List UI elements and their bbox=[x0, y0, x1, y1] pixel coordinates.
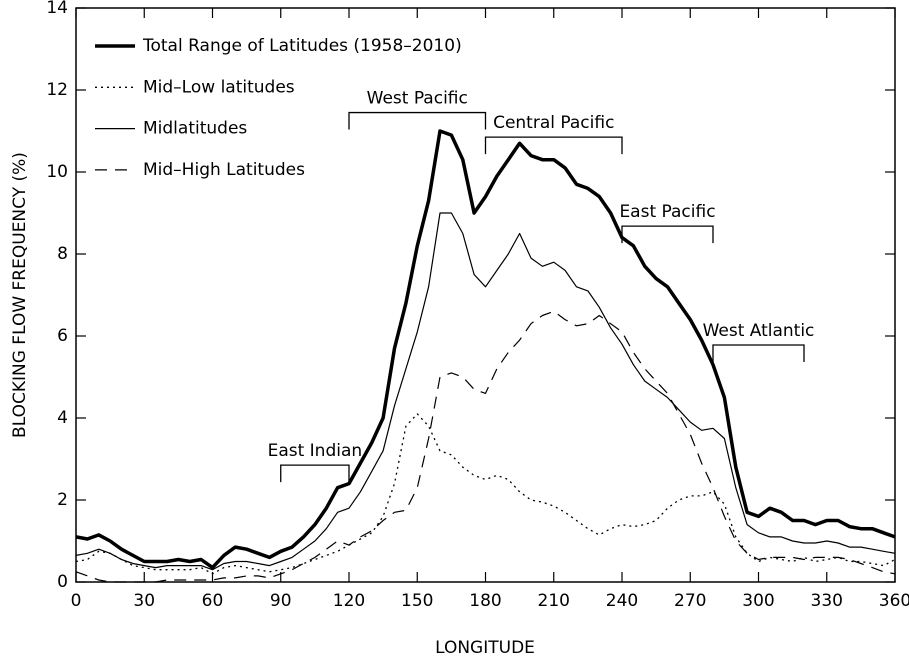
y-tick-label: 14 bbox=[46, 0, 68, 18]
x-tick-label: 0 bbox=[71, 591, 82, 611]
series-line bbox=[75, 413, 896, 575]
x-tick-label: 90 bbox=[270, 591, 292, 611]
x-tick-label: 240 bbox=[606, 591, 638, 611]
y-tick-label: 10 bbox=[46, 162, 68, 182]
series-line bbox=[75, 129, 896, 570]
region-bracket bbox=[280, 464, 350, 483]
x-tick-label: 60 bbox=[202, 591, 224, 611]
region-label: West Atlantic bbox=[703, 321, 815, 341]
region-bracket bbox=[712, 344, 805, 363]
y-tick-label: 6 bbox=[57, 326, 68, 346]
x-tick-label: 120 bbox=[333, 591, 365, 611]
y-axis-label: BLOCKING FLOW FREQUENCY (%) bbox=[10, 152, 30, 438]
x-tick-label: 180 bbox=[469, 591, 501, 611]
y-tick-label: 0 bbox=[57, 572, 68, 592]
legend-label: Midlatitudes bbox=[143, 119, 247, 139]
x-tick-label: 330 bbox=[811, 591, 843, 611]
legend-label: Total Range of Latitudes (1958–2010) bbox=[142, 36, 462, 56]
region-label: Central Pacific bbox=[493, 113, 614, 133]
y-tick-label: 8 bbox=[57, 244, 68, 264]
x-tick-label: 360 bbox=[879, 591, 909, 611]
region-bracket bbox=[621, 225, 714, 244]
region-bracket bbox=[348, 111, 487, 130]
x-tick-label: 270 bbox=[674, 591, 706, 611]
region-bracket bbox=[484, 136, 623, 155]
y-tick-label: 2 bbox=[57, 490, 68, 510]
region-label: West Pacific bbox=[367, 89, 468, 109]
series-line bbox=[75, 310, 896, 583]
x-tick-label: 150 bbox=[401, 591, 433, 611]
x-tick-label: 210 bbox=[538, 591, 570, 611]
series-line bbox=[75, 212, 896, 571]
y-tick-label: 4 bbox=[57, 408, 68, 428]
region-label: East Pacific bbox=[619, 202, 715, 222]
x-axis-label: LONGITUDE bbox=[435, 638, 535, 658]
region-label: East Indian bbox=[268, 441, 363, 461]
legend-label: Mid–Low latitudes bbox=[143, 77, 295, 97]
x-tick-label: 30 bbox=[133, 591, 155, 611]
legend-label: Mid–High Latitudes bbox=[143, 160, 305, 180]
x-tick-label: 300 bbox=[742, 591, 774, 611]
y-tick-label: 12 bbox=[46, 80, 68, 100]
